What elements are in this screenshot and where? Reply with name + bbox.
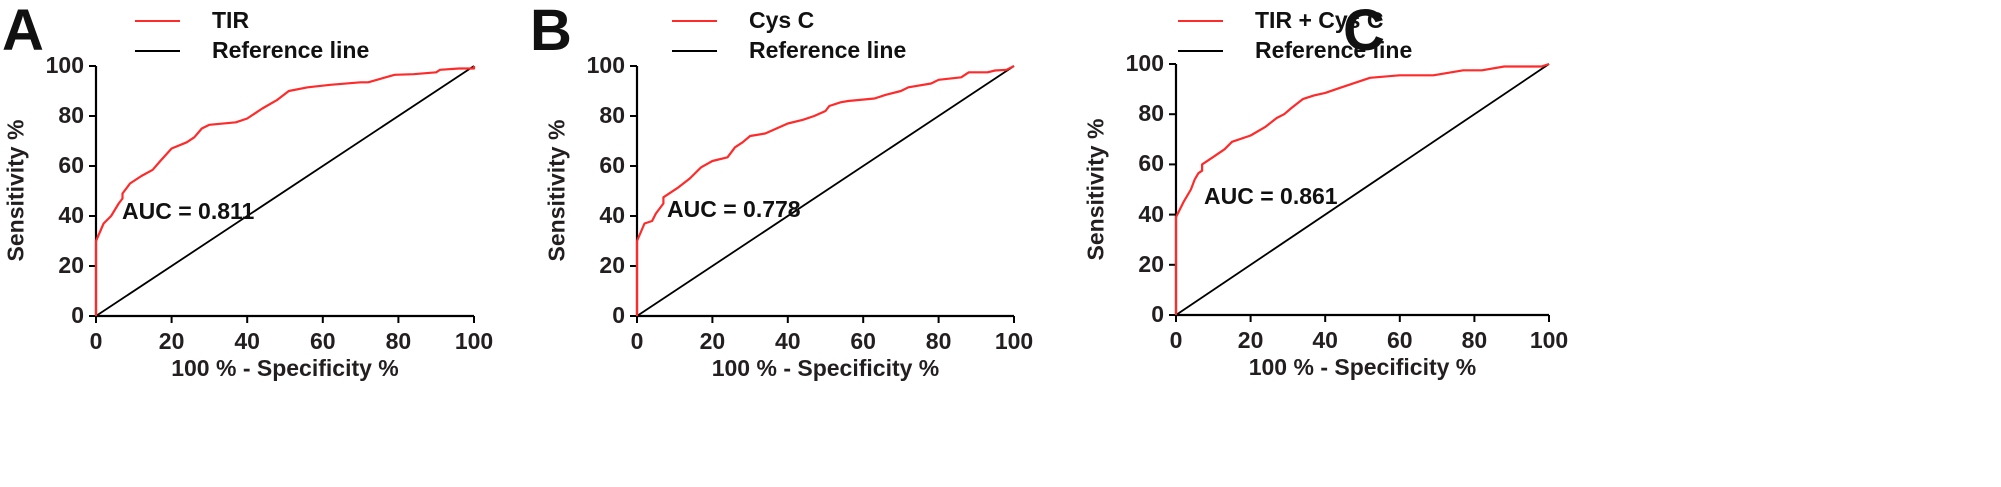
legend-label: Reference line [749,37,907,63]
y-tick-label: 20 [58,252,84,278]
y-tick-label: 40 [58,202,84,228]
legend-line-black-icon [1178,49,1223,52]
legend-label: Reference line [212,37,370,63]
x-tick-label: 80 [385,328,412,354]
y-axis-title: Sensitivity % [1082,118,1109,260]
legend-item-roc: TIR + Cys C [1178,7,1383,34]
legend-label: Reference line [1255,37,1413,63]
x-axis-title: 100 % - Specificity % [171,355,399,381]
y-tick-label: 60 [599,152,625,178]
legend-label: Cys C [749,7,815,33]
y-tick-label: 100 [586,52,625,78]
x-tick-label: 100 [1529,327,1569,353]
legend-label: TIR [212,7,250,33]
roc-curve [94,66,476,316]
panel-letter: C [1343,0,1385,63]
reference-line [95,65,475,317]
y-tick-label: 80 [58,102,84,128]
x-tick-label: 0 [89,328,103,354]
x-tick-label: 40 [234,328,260,354]
roc-curve [1174,62,1550,315]
legend-item-reference: Reference line [135,37,369,64]
x-axis-title: 100 % - Specificity % [1248,354,1477,380]
x-tick-label: 60 [310,328,336,354]
x-tick-label: 80 [925,328,952,354]
legend-line-black-icon [135,49,180,52]
legend-line-black-icon [672,49,717,52]
y-tick-label: 60 [58,152,84,178]
auc-annotation: AUC = 0.861 [1204,183,1338,209]
y-tick-label: 0 [612,302,625,328]
y-tick-label: 20 [599,252,625,278]
legend-label: TIR + Cys C [1255,7,1384,33]
reference-line [1175,63,1550,316]
x-tick-label: 60 [1387,327,1413,353]
roc-curve [635,65,1015,316]
panel-letter: A [2,0,44,63]
y-tick-label: 100 [1125,50,1164,76]
legend-line-red-icon [672,19,717,22]
x-tick-label: 0 [630,328,644,354]
x-tick-label: 100 [994,328,1034,354]
y-tick-label: 60 [1138,150,1164,177]
y-tick-label: 40 [599,202,625,228]
y-tick-label: 0 [71,302,84,328]
x-tick-label: 60 [850,328,876,354]
y-tick-label: 100 [45,52,84,78]
x-tick-label: 20 [1237,327,1264,353]
x-tick-label: 0 [1169,327,1183,353]
panel-letter: B [530,0,572,63]
x-tick-label: 20 [158,328,185,354]
y-tick-label: 0 [1151,301,1164,327]
legend-item-reference: Reference line [672,37,906,64]
x-tick-label: 40 [775,328,801,354]
x-axis-title: 100 % - Specificity % [711,355,940,381]
reference-line [636,65,1015,317]
auc-annotation: AUC = 0.811 [122,198,255,224]
y-tick-label: 80 [599,102,625,128]
legend-item-roc: TIR [135,7,249,34]
legend-item-roc: Cys C [672,7,814,34]
legend-line-red-icon [135,19,180,22]
x-tick-label: 100 [454,328,494,354]
legend-item-reference: Reference line [1178,37,1412,64]
legend-line-red-icon [1178,19,1223,22]
y-tick-label: 20 [1138,250,1164,277]
y-tick-label: 40 [1138,200,1164,227]
x-tick-label: 20 [699,328,726,354]
auc-annotation: AUC = 0.778 [667,196,801,222]
x-tick-label: 40 [1312,327,1338,353]
y-tick-label: 80 [1138,100,1164,127]
x-tick-label: 80 [1461,327,1488,353]
